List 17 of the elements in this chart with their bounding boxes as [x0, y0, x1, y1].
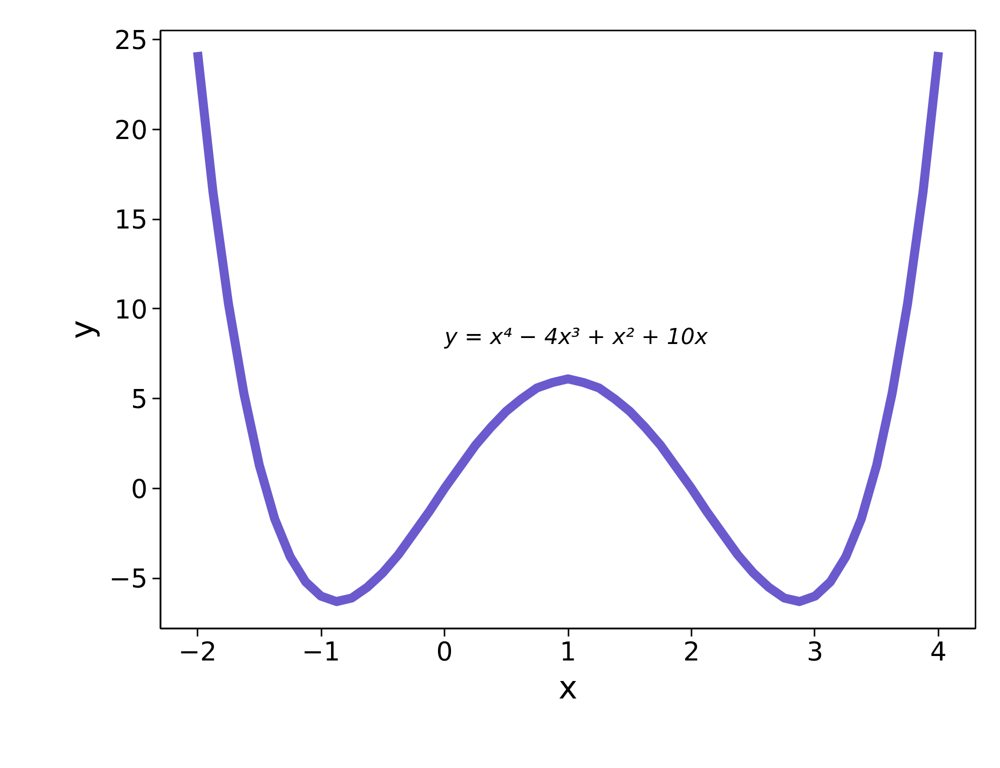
y-tick-label: 10 — [114, 295, 148, 326]
annotation: y = x⁴ − 4x³ + x² + 10x — [444, 325, 709, 350]
y-tick-label: −5 — [109, 564, 148, 595]
y-tick-label: 0 — [130, 474, 148, 505]
y-tick-label: 5 — [130, 385, 148, 416]
x-tick-label: 1 — [560, 638, 576, 668]
x-tick-label: −2 — [178, 638, 217, 668]
y-tick-label: 20 — [114, 116, 148, 146]
x-tick-label: 3 — [806, 638, 824, 668]
y-axis-title: y — [63, 320, 102, 339]
x-tick-label: −1 — [302, 638, 340, 668]
x-tick-label: 0 — [436, 638, 453, 668]
y-tick-label: 25 — [114, 26, 148, 56]
y-tick-label: 15 — [114, 206, 148, 236]
x-tick-label: 2 — [683, 638, 700, 668]
x-axis-title: x — [558, 668, 578, 706]
x-tick-label: 4 — [930, 638, 947, 668]
